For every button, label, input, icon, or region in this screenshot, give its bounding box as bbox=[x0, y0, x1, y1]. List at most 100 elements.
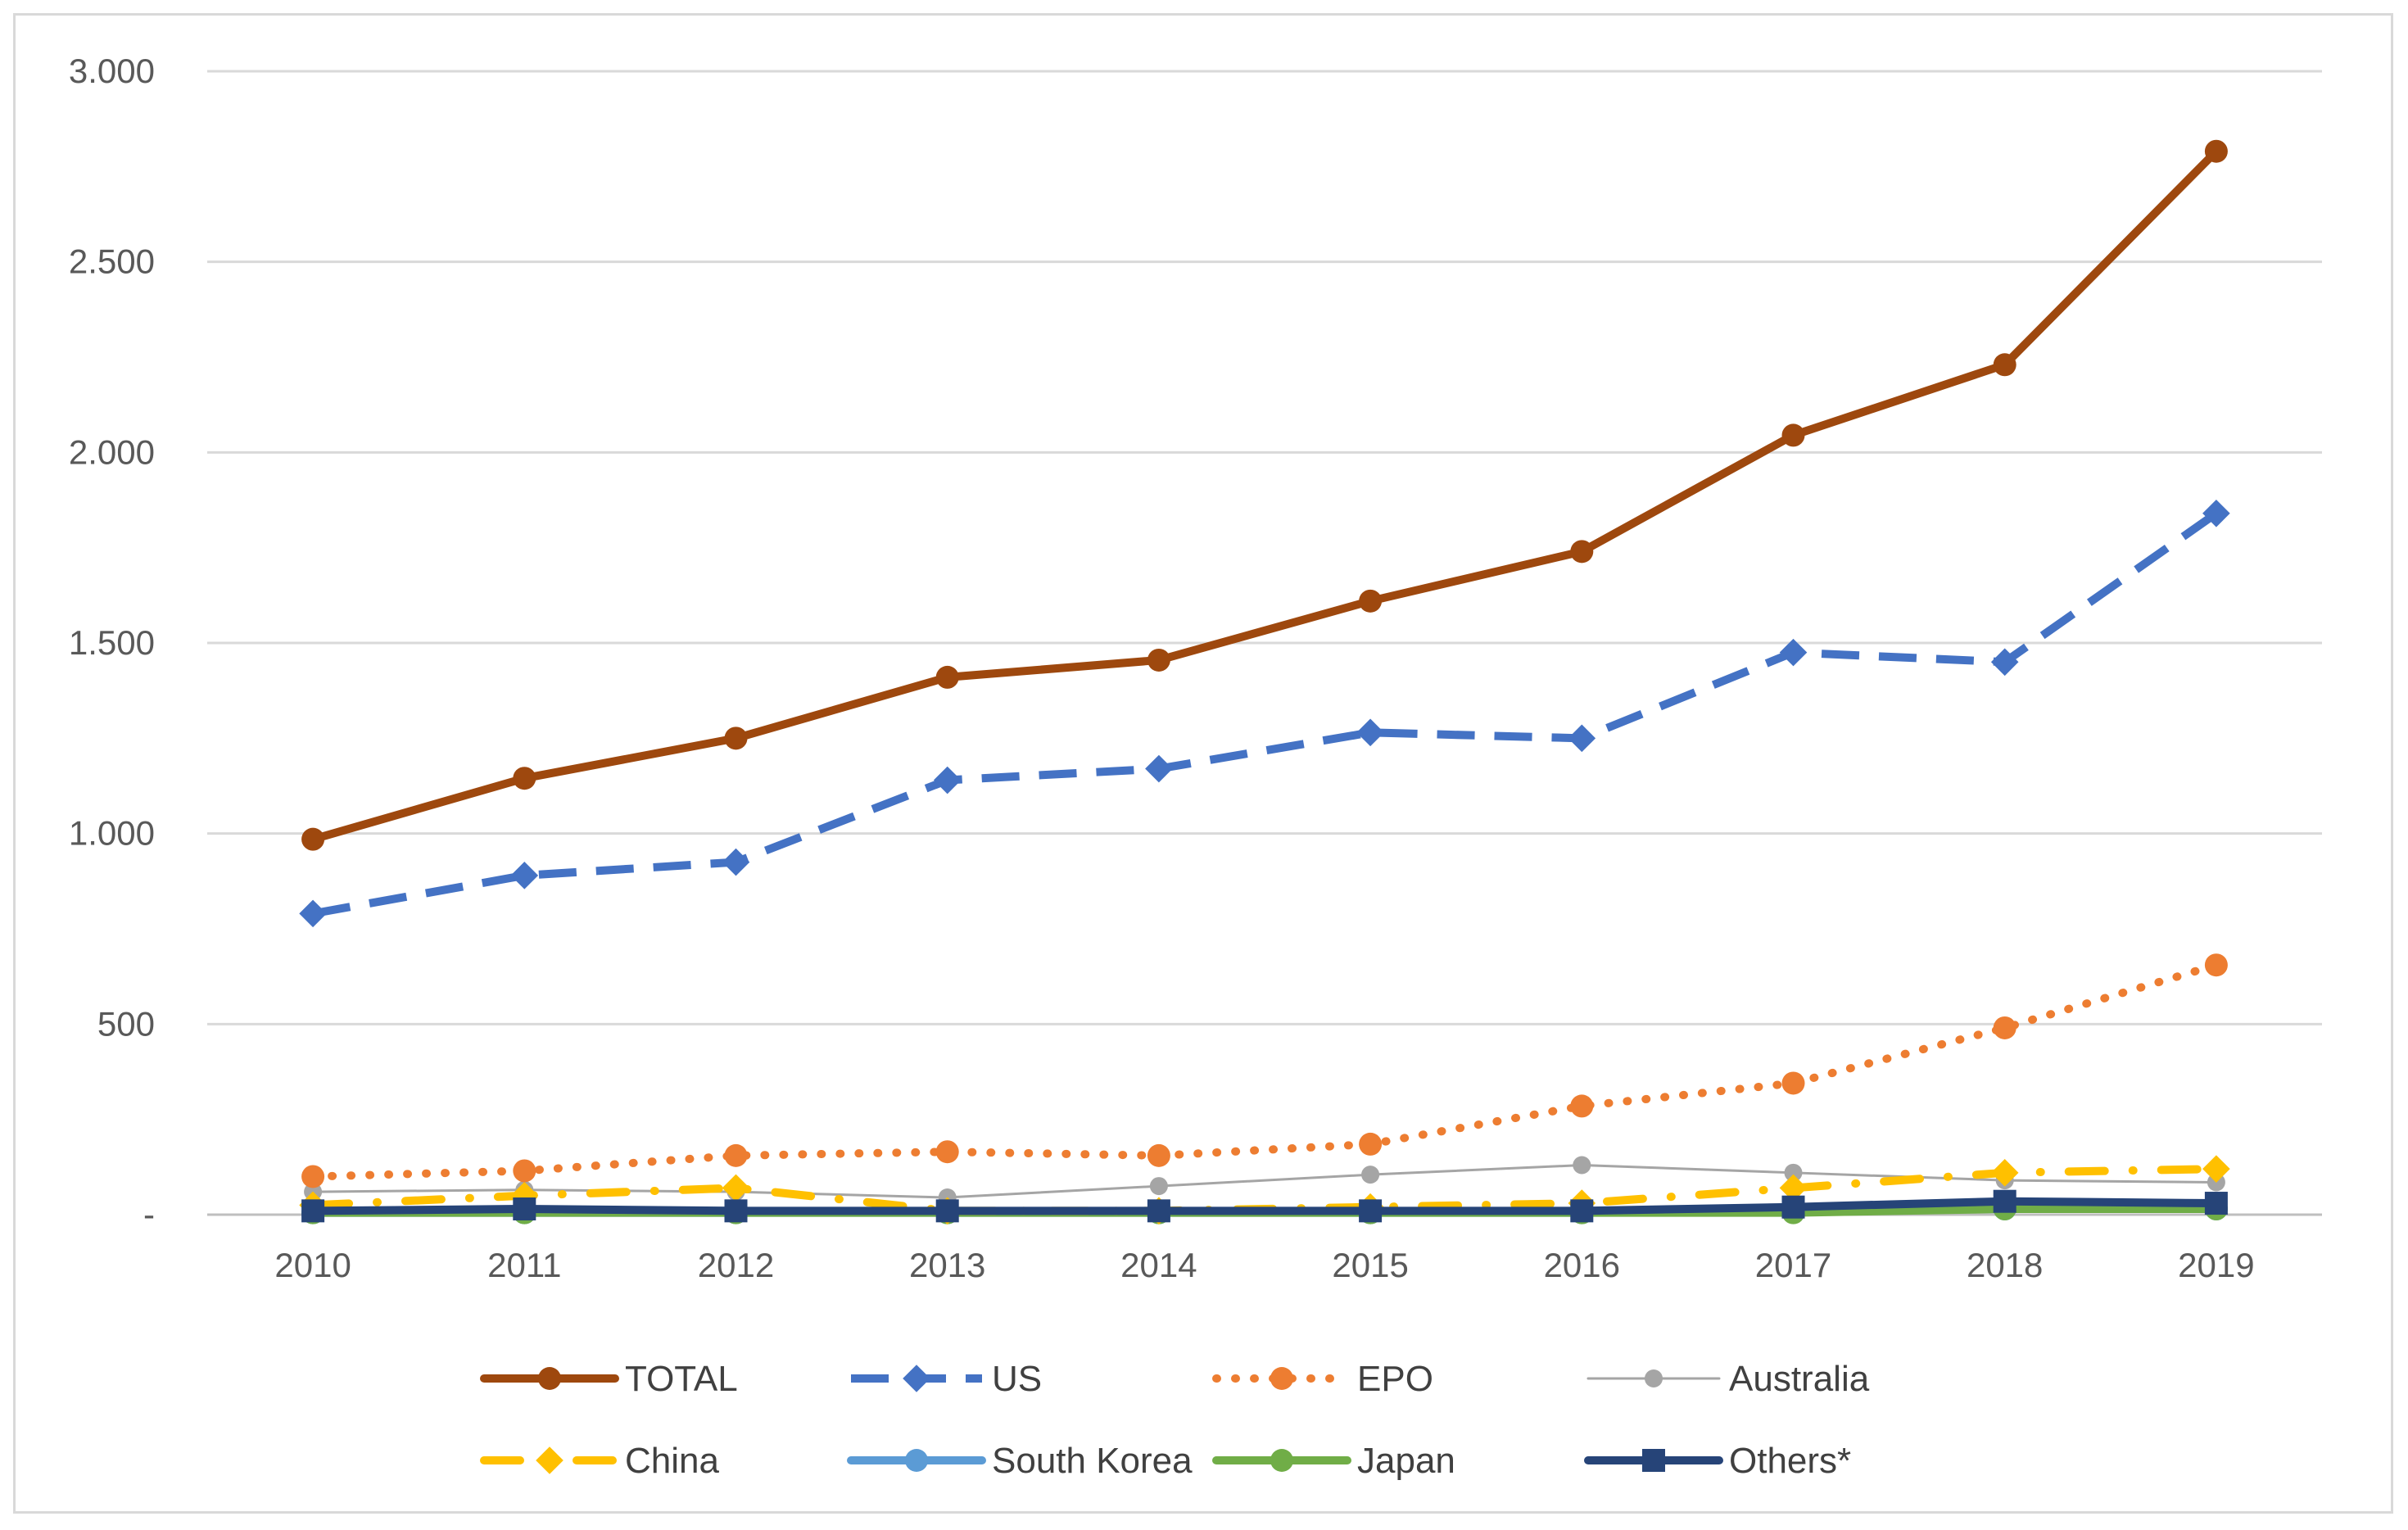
legend-marker bbox=[1270, 1449, 1293, 1472]
x-tick-label: 2012 bbox=[698, 1246, 774, 1284]
data-point bbox=[724, 727, 748, 750]
data-point bbox=[935, 1140, 959, 1164]
data-point bbox=[1781, 1195, 1805, 1219]
x-tick-label: 2014 bbox=[1120, 1246, 1197, 1284]
y-tick-label: 3.000 bbox=[69, 52, 155, 90]
data-point bbox=[2202, 499, 2230, 527]
y-tick-label: 1.000 bbox=[69, 814, 155, 853]
legend-marker bbox=[536, 1446, 564, 1474]
data-point bbox=[722, 1174, 750, 1202]
data-point bbox=[1361, 1166, 1380, 1184]
legend-label: EPO bbox=[1357, 1359, 1433, 1399]
data-point bbox=[1570, 1094, 1594, 1118]
series-line bbox=[312, 509, 2219, 918]
legend-marker bbox=[905, 1449, 928, 1472]
series-others- bbox=[301, 1189, 2228, 1223]
data-point bbox=[1990, 648, 2019, 677]
legend-marker bbox=[903, 1365, 930, 1392]
legend-item: TOTAL bbox=[480, 1359, 738, 1399]
legend-label: South Korea bbox=[992, 1441, 1193, 1481]
data-point bbox=[2204, 953, 2228, 977]
data-point bbox=[1993, 1189, 2016, 1213]
legend-marker bbox=[538, 1367, 561, 1390]
data-point bbox=[1147, 1199, 1170, 1223]
data-point bbox=[724, 1143, 748, 1167]
series-epo bbox=[301, 953, 2228, 1188]
data-point bbox=[1990, 1159, 2019, 1187]
data-point bbox=[1149, 1177, 1168, 1196]
legend-label: Australia bbox=[1729, 1359, 1870, 1399]
y-tick-label: - bbox=[143, 1195, 155, 1234]
data-point bbox=[513, 767, 536, 790]
series-line bbox=[309, 1197, 2220, 1215]
legend-label: Japan bbox=[1357, 1441, 1455, 1481]
series-total bbox=[301, 139, 2228, 851]
data-point bbox=[2202, 1155, 2230, 1183]
data-point bbox=[1781, 423, 1805, 447]
x-tick-label: 2019 bbox=[2178, 1246, 2254, 1284]
legend-label: US bbox=[992, 1359, 1042, 1399]
data-point bbox=[1779, 1174, 1808, 1202]
legend-marker bbox=[1270, 1367, 1293, 1390]
data-point bbox=[1993, 353, 2016, 377]
legend-item: Australia bbox=[1586, 1359, 1870, 1399]
data-point bbox=[510, 862, 539, 889]
chart-frame: -500 1.000 1.500 2.000 2.500 3.000 2010 2011 20… bbox=[13, 13, 2393, 1514]
data-point bbox=[1573, 1156, 1591, 1175]
x-tick-label: 2016 bbox=[1544, 1246, 1620, 1284]
series-us bbox=[299, 499, 2230, 928]
y-tick-label: 500 bbox=[97, 1004, 155, 1043]
data-point bbox=[2204, 1192, 2228, 1215]
data-point bbox=[1570, 540, 1594, 564]
data-point bbox=[724, 1199, 748, 1223]
data-point bbox=[1147, 1143, 1170, 1167]
legend: TOTAL US EPO Australia China South Korea Japan… bbox=[480, 1359, 1870, 1481]
data-point bbox=[301, 1199, 325, 1223]
data-point bbox=[933, 766, 962, 794]
data-point bbox=[1781, 1071, 1805, 1095]
legend-item: China bbox=[480, 1441, 719, 1481]
legend-item: South Korea bbox=[847, 1441, 1193, 1481]
data-point bbox=[1784, 1163, 1803, 1182]
legend-item: Japan bbox=[1212, 1441, 1455, 1481]
legend-item: Others* bbox=[1584, 1441, 1851, 1481]
legend-marker bbox=[1642, 1449, 1665, 1472]
x-axis-tick-labels: 2010 2011 2012 2013 2014 2015 2016 2017 2018 2019 bbox=[274, 1246, 2254, 1284]
series-line bbox=[309, 961, 2220, 1181]
data-point bbox=[722, 848, 750, 876]
data-point bbox=[513, 1197, 536, 1221]
data-point bbox=[935, 1199, 959, 1223]
data-point bbox=[1145, 754, 1173, 783]
y-tick-label: 2.500 bbox=[69, 242, 155, 281]
data-point bbox=[1570, 1199, 1594, 1223]
legend-label: Others* bbox=[1729, 1441, 1851, 1481]
x-tick-label: 2010 bbox=[274, 1246, 351, 1284]
data-point bbox=[1359, 589, 1383, 613]
x-tick-label: 2018 bbox=[1967, 1246, 2043, 1284]
data-point bbox=[301, 827, 325, 851]
data-point bbox=[513, 1159, 536, 1183]
legend-item: EPO bbox=[1212, 1359, 1433, 1399]
gridlines bbox=[207, 70, 2322, 1216]
data-point bbox=[1147, 648, 1170, 672]
data-point bbox=[1779, 638, 1808, 667]
x-tick-label: 2015 bbox=[1332, 1246, 1408, 1284]
series-lines bbox=[299, 139, 2230, 1225]
series-line bbox=[309, 147, 2220, 844]
legend-marker bbox=[1645, 1369, 1663, 1387]
x-tick-label: 2013 bbox=[909, 1246, 985, 1284]
y-tick-label: 2.000 bbox=[69, 432, 155, 471]
data-point bbox=[1359, 1199, 1383, 1223]
x-tick-label: 2017 bbox=[1755, 1246, 1831, 1284]
data-point bbox=[299, 899, 327, 928]
data-point bbox=[935, 665, 959, 689]
y-tick-label: 1.500 bbox=[69, 623, 155, 662]
y-axis-tick-labels: - 500 1.000 1.500 2.000 2.500 3.000 bbox=[69, 52, 155, 1234]
data-point bbox=[1993, 1016, 2016, 1039]
data-point bbox=[1568, 724, 1596, 753]
data-point bbox=[1359, 1132, 1383, 1156]
legend-label: China bbox=[625, 1441, 719, 1481]
data-point bbox=[301, 1165, 325, 1188]
legend-item: US bbox=[851, 1359, 1042, 1399]
